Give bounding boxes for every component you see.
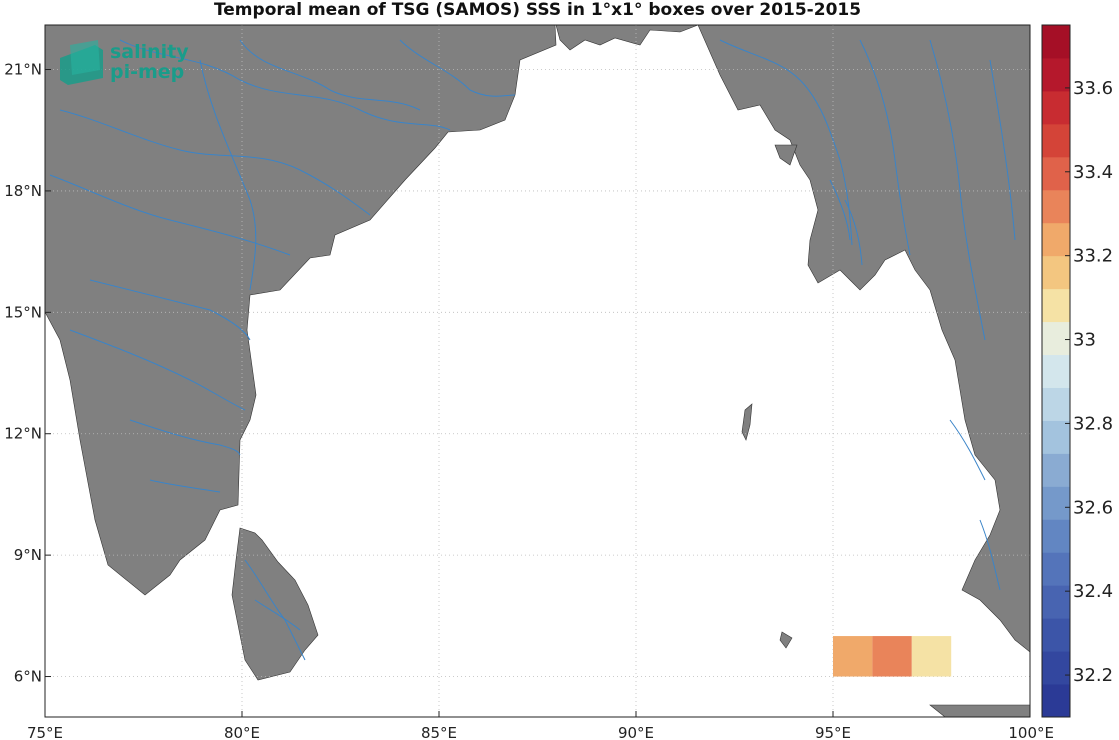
lon-tick-label: 85°E <box>421 724 457 740</box>
colorbar-segment <box>1042 222 1070 257</box>
colorbar-tick-label: 32.6 <box>1073 497 1113 518</box>
lat-tick-label: 15°N <box>4 303 42 321</box>
colorbar-segment <box>1042 321 1070 356</box>
salinity-pimep-logo: salinity pi-mep <box>60 40 189 85</box>
colorbar-segment <box>1042 651 1070 685</box>
island-land <box>779 631 793 649</box>
lon-tick-label: 100°E <box>1008 724 1054 740</box>
myanmar-land <box>697 25 1030 653</box>
india-land <box>45 25 557 596</box>
colorbar-segment <box>1042 420 1070 454</box>
sss-boxes <box>833 636 952 677</box>
colorbar-segment <box>1042 123 1070 158</box>
colorbar-segment <box>1042 255 1070 290</box>
sss-box <box>872 636 912 677</box>
colorbar-segment <box>1042 486 1070 520</box>
lon-tick-label: 80°E <box>224 724 260 740</box>
rivers-layer <box>49 39 1016 661</box>
lon-tick-label: 75°E <box>27 724 63 740</box>
lon-tick-label: 95°E <box>815 724 851 740</box>
logo-text-line1: salinity <box>110 41 189 63</box>
lat-tick-label: 9°N <box>14 546 42 564</box>
colorbar-segment <box>1042 156 1070 191</box>
lat-tick-label: 6°N <box>14 668 42 686</box>
colorbar-segment <box>1042 189 1070 224</box>
sss-box <box>911 636 952 677</box>
colorbar-segment <box>1042 354 1070 388</box>
colorbar-segment <box>1042 453 1070 487</box>
lon-tick-label: 90°E <box>618 724 654 740</box>
lat-tick-label: 12°N <box>4 425 42 443</box>
logo-mark-icon <box>70 40 100 75</box>
colorbar-tick-label: 33 <box>1073 330 1096 351</box>
coast-fringe <box>555 25 699 51</box>
longitude-ticks: 75°E 80°E 85°E 90°E 95°E 100°E <box>27 711 1054 740</box>
colorbar-segment <box>1042 618 1070 652</box>
colorbar-tick-label: 33.2 <box>1073 246 1113 267</box>
colorbar-tick-label: 33.4 <box>1073 162 1113 183</box>
colorbar-segment <box>1042 288 1070 323</box>
colorbar-segment <box>1042 90 1070 125</box>
colorbar-segment <box>1042 57 1070 92</box>
colorbar <box>1042 25 1070 718</box>
colorbar-segment <box>1042 519 1070 553</box>
plot-frame <box>44 24 1031 718</box>
lat-tick-label: 18°N <box>4 182 42 200</box>
colorbar-tick-label: 32.4 <box>1073 581 1113 602</box>
colorbar-segment <box>1042 585 1070 619</box>
colorbar-segment <box>1042 25 1070 59</box>
colorbar-segment <box>1042 552 1070 586</box>
island-land <box>741 403 753 441</box>
sss-box <box>833 636 873 677</box>
colorbar-tick-label: 33.6 <box>1073 78 1113 99</box>
latitude-ticks: 6°N 9°N 12°N 15°N 18°N 21°N <box>4 61 51 686</box>
island-land <box>774 144 798 166</box>
colorbar-segment <box>1042 684 1070 718</box>
colorbar-tick-label: 32.8 <box>1073 413 1113 434</box>
map-title: Temporal mean of TSG (SAMOS) SSS in 1°x1… <box>213 0 862 20</box>
land-layer <box>45 25 1030 717</box>
lat-tick-label: 21°N <box>4 61 42 79</box>
colorbar-tick-label: 32.2 <box>1073 665 1113 686</box>
grid-lines <box>45 25 1030 717</box>
colorbar-segment <box>1042 387 1070 421</box>
sumatra-land <box>929 704 1030 717</box>
colorbar-frame <box>1041 24 1071 718</box>
colorbar-ticks: 32.2 32.4 32.6 32.8 33 33.2 33.4 33.6 <box>1065 78 1113 686</box>
logo-text-line2: pi-mep <box>110 61 184 83</box>
